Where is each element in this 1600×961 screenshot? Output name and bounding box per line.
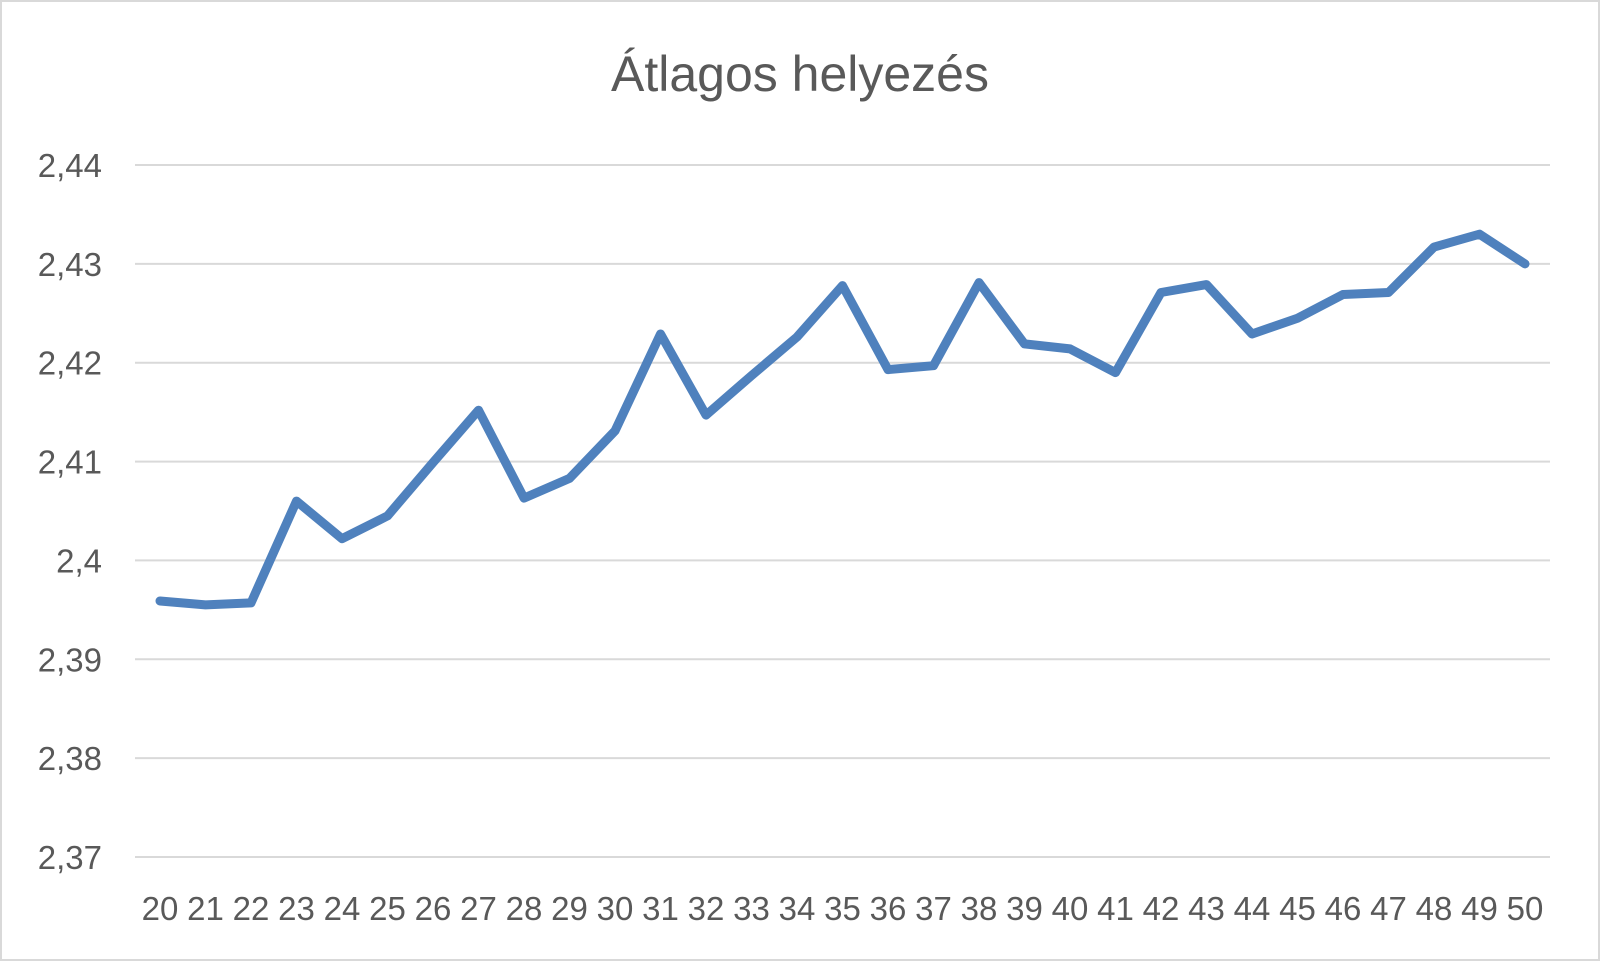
gridlines [135, 164, 1550, 858]
x-tick-label: 29 [551, 890, 588, 927]
y-tick-label: 2,41 [38, 444, 102, 481]
x-tick-label: 30 [597, 890, 634, 927]
x-tick-label: 42 [1143, 890, 1180, 927]
x-tick-label: 38 [961, 890, 998, 927]
x-tick-label: 34 [779, 890, 816, 927]
x-tick-label: 20 [142, 890, 179, 927]
x-tick-label: 44 [1234, 890, 1271, 927]
x-tick-label: 45 [1279, 890, 1316, 927]
x-tick-label: 43 [1188, 890, 1225, 927]
x-tick-label: 35 [824, 890, 861, 927]
x-tick-label: 28 [506, 890, 543, 927]
y-tick-label: 2,4 [56, 542, 102, 579]
y-tick-label: 2,42 [38, 345, 102, 382]
x-axis-ticks: 20 21 22 23 24 25 26 27 28 29 30 31 32 33 34 35 36 37 38 39… [142, 890, 1544, 927]
x-tick-label: 36 [870, 890, 907, 927]
x-tick-label: 50 [1507, 890, 1544, 927]
y-axis-ticks: 2,37 2,38 2,39 2,4 2,41 2,42 2,43 2,44 [38, 147, 102, 876]
y-tick-label: 2,43 [38, 246, 102, 283]
x-tick-label: 41 [1097, 890, 1134, 927]
x-tick-label: 40 [1052, 890, 1089, 927]
x-tick-label: 47 [1370, 890, 1407, 927]
x-tick-label: 37 [915, 890, 952, 927]
series-line [155, 229, 1530, 610]
x-tick-label: 31 [642, 890, 679, 927]
y-tick-label: 2,44 [38, 147, 102, 184]
y-tick-label: 2,37 [38, 839, 102, 876]
x-tick-label: 27 [460, 890, 497, 927]
x-tick-label: 25 [369, 890, 406, 927]
x-tick-label: 22 [233, 890, 270, 927]
x-tick-label: 21 [187, 890, 224, 927]
chart-title: Átlagos helyezés [611, 46, 989, 102]
x-tick-label: 33 [733, 890, 770, 927]
y-tick-label: 2,38 [38, 740, 102, 777]
x-tick-label: 39 [1006, 890, 1043, 927]
x-tick-label: 24 [324, 890, 361, 927]
x-tick-label: 48 [1416, 890, 1453, 927]
x-tick-label: 32 [688, 890, 725, 927]
x-tick-label: 26 [415, 890, 452, 927]
x-tick-label: 49 [1461, 890, 1498, 927]
x-tick-label: 46 [1325, 890, 1362, 927]
series-lines [155, 229, 1530, 610]
x-tick-label: 23 [278, 890, 315, 927]
y-tick-label: 2,39 [38, 641, 102, 678]
